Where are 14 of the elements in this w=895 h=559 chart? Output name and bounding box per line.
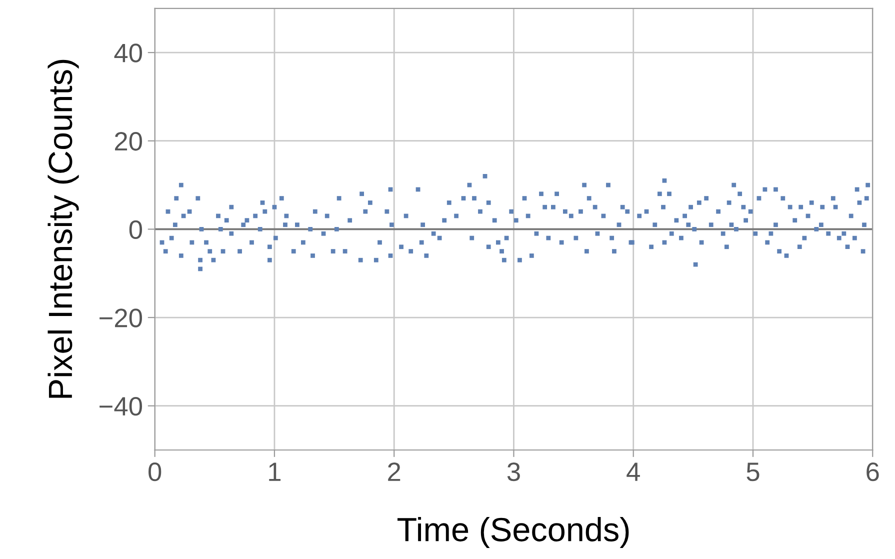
x-tick-label: 4 [626, 462, 640, 481]
y-tick-label: 40 [114, 44, 142, 62]
x-tick-label: 5 [746, 462, 760, 482]
y-tick-label: 0 [129, 220, 142, 240]
y-tick-label: 20 [115, 132, 142, 151]
y-tick-label: −20 [100, 308, 142, 328]
x-tick-label: 2 [388, 462, 400, 481]
x-tick-label: 0 [148, 462, 162, 482]
x-tick-label: 6 [866, 462, 879, 482]
x-tick-label: 3 [507, 462, 520, 482]
x-tick-label: 1 [269, 462, 281, 481]
y-axis-title: Pixel Intensity (Counts) [48, 60, 79, 398]
y-tick-label: −40 [100, 396, 142, 416]
x-axis-title: Time (Seconds) [397, 516, 629, 548]
